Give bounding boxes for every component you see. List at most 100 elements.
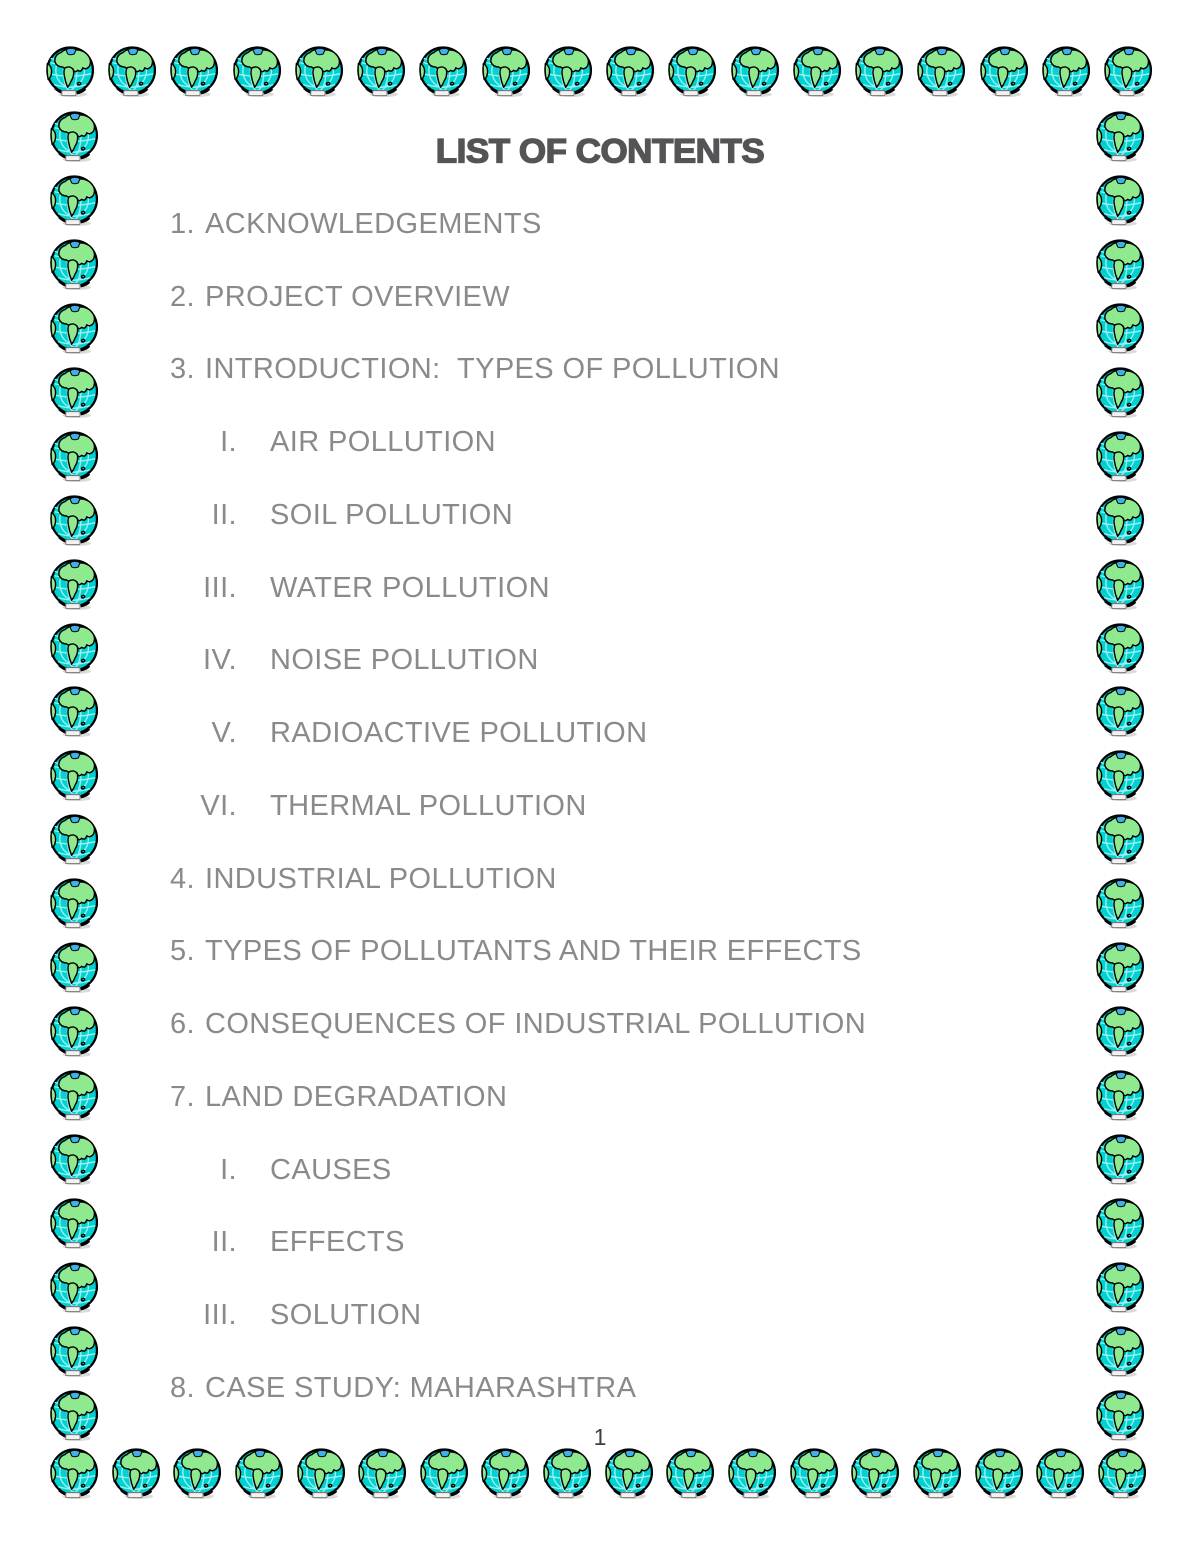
globe-icon	[50, 1448, 99, 1500]
globe-icon	[1096, 1198, 1145, 1249]
toc-item-marker: I.	[220, 1153, 237, 1186]
globe-border-top	[44, 45, 1156, 99]
globe-icon	[46, 46, 95, 98]
globe-icon	[668, 46, 717, 98]
globe-icon	[1096, 1134, 1145, 1186]
globe-icon	[235, 1448, 283, 1500]
toc-item-label: ACKNOWLEDGEMENTS	[205, 207, 542, 240]
globe-icon	[1042, 46, 1090, 98]
globe-icon	[296, 1448, 345, 1500]
toc-item: III. WATER POLLUTION	[170, 552, 1080, 625]
globe-icon	[50, 431, 99, 482]
globe-icon	[1096, 750, 1145, 802]
toc-item: 7. LAND DEGRADATION	[170, 1061, 1080, 1134]
toc-item-marker: 8.	[170, 1371, 195, 1404]
globe-icon	[1104, 46, 1153, 98]
toc-item-label: CONSEQUENCES OF INDUSTRIAL POLLUTION	[205, 1008, 867, 1041]
globe-icon	[913, 1448, 962, 1500]
globe-icon	[1096, 1390, 1145, 1441]
toc-item-label: AIR POLLUTION	[270, 426, 496, 459]
toc-item: VI. THERMAL POLLUTION	[170, 770, 1080, 843]
globe-border-bottom	[48, 1447, 1150, 1501]
globe-icon	[50, 1326, 99, 1377]
toc-item-marker: 3.	[170, 353, 195, 386]
globe-icon	[50, 175, 99, 226]
globe-icon	[50, 1070, 99, 1122]
toc-item: I. CAUSES	[170, 1134, 1080, 1207]
toc-item-marker: 1.	[170, 207, 195, 240]
globe-icon	[1096, 303, 1145, 354]
toc-item-marker: VI.	[200, 789, 237, 822]
globe-icon	[357, 46, 406, 98]
globe-icon	[232, 46, 281, 98]
page-title: LIST OF CONTENTS	[435, 132, 765, 171]
globe-icon	[1096, 367, 1145, 418]
toc-item-marker: 2.	[170, 280, 195, 313]
globe-icon	[1096, 111, 1145, 163]
globe-icon	[605, 1448, 653, 1500]
globe-icon	[543, 1448, 592, 1500]
globe-icon	[974, 1448, 1023, 1500]
toc-item: III. SOLUTION	[170, 1279, 1080, 1352]
globe-icon	[917, 46, 966, 98]
globe-icon	[730, 46, 779, 98]
globe-icon	[1096, 239, 1145, 290]
globe-border-left	[48, 110, 102, 1443]
toc-item: II. SOIL POLLUTION	[170, 479, 1080, 552]
globe-icon	[50, 750, 99, 802]
globe-icon	[1096, 1006, 1145, 1058]
toc-item: IV. NOISE POLLUTION	[170, 625, 1080, 698]
toc-item: I. AIR POLLUTION	[170, 406, 1080, 479]
globe-icon	[173, 1448, 222, 1500]
globe-icon	[50, 1134, 99, 1186]
globe-icon	[1096, 942, 1145, 994]
toc-item: 5. TYPES OF POLLUTANTS AND THEIR EFFECTS	[170, 916, 1080, 989]
globe-icon	[481, 1448, 530, 1500]
globe-icon	[481, 46, 530, 98]
toc-item-label: INTRODUCTION: TYPES OF POLLUTION	[205, 353, 781, 386]
toc-item: 6. CONSEQUENCES OF INDUSTRIAL POLLUTION	[170, 988, 1080, 1061]
globe-icon	[1096, 878, 1145, 930]
globe-icon	[50, 1390, 99, 1441]
globe-icon	[50, 367, 99, 418]
toc-item-label: EFFECTS	[270, 1226, 405, 1259]
globe-icon	[1096, 1070, 1145, 1122]
toc-item-label: THERMAL POLLUTION	[270, 789, 587, 822]
toc-item: 1. ACKNOWLEDGEMENTS	[170, 188, 1080, 261]
globe-icon	[419, 46, 468, 98]
globe-icon	[50, 814, 99, 866]
globe-border-right	[1094, 110, 1148, 1443]
toc-item: V. RADIOACTIVE POLLUTION	[170, 697, 1080, 770]
globe-icon	[1096, 622, 1145, 674]
toc-item-label: CASE STUDY: MAHARASHTRA	[205, 1371, 637, 1404]
globe-icon	[50, 1198, 99, 1249]
toc-item-label: SOIL POLLUTION	[270, 498, 514, 531]
globe-icon	[789, 1448, 838, 1500]
globe-icon	[793, 46, 841, 98]
toc-item-label: TYPES OF POLLUTANTS AND THEIR EFFECTS	[205, 935, 862, 968]
toc-item-label: RADIOACTIVE POLLUTION	[270, 717, 648, 750]
toc-item: 2. PROJECT OVERVIEW	[170, 261, 1080, 334]
globe-icon	[1036, 1448, 1085, 1500]
globe-icon	[50, 111, 99, 163]
globe-icon	[50, 558, 99, 610]
toc-item: 8. CASE STUDY: MAHARASHTRA	[170, 1352, 1080, 1425]
globe-icon	[50, 303, 99, 354]
globe-icon	[50, 1262, 99, 1313]
globe-icon	[50, 622, 99, 674]
globe-icon	[358, 1448, 407, 1500]
globe-icon	[50, 495, 99, 546]
globe-icon	[1096, 1262, 1145, 1313]
toc-item: II. EFFECTS	[170, 1207, 1080, 1280]
toc-item-marker: V.	[211, 717, 237, 750]
toc-item-marker: III.	[203, 1299, 237, 1332]
toc-item-label: CAUSES	[270, 1153, 392, 1186]
toc-item-label: WATER POLLUTION	[270, 571, 550, 604]
toc-item-marker: 4.	[170, 862, 195, 895]
table-of-contents: 1. ACKNOWLEDGEMENTS 2. PROJECT OVERVIEW 3. IN…	[170, 188, 1080, 1425]
globe-icon	[544, 46, 592, 98]
toc-item-marker: I.	[220, 426, 237, 459]
toc-item-label: PROJECT OVERVIEW	[205, 280, 511, 313]
globe-icon	[728, 1448, 777, 1500]
